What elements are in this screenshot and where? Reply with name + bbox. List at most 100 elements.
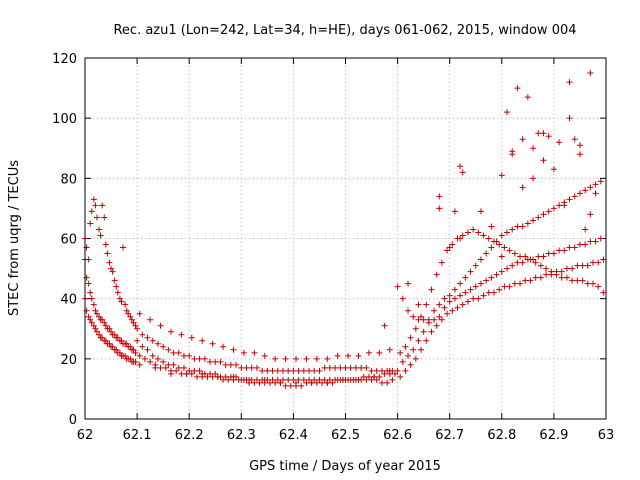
y-tick-label: 0 bbox=[69, 413, 77, 428]
data-points bbox=[82, 70, 607, 389]
data-point bbox=[144, 334, 151, 341]
data-point bbox=[334, 376, 341, 383]
data-point bbox=[527, 256, 534, 263]
data-point bbox=[386, 367, 393, 374]
data-point bbox=[488, 223, 495, 230]
data-point bbox=[321, 364, 328, 371]
data-point bbox=[391, 370, 398, 377]
data-point bbox=[136, 310, 143, 317]
data-point bbox=[444, 310, 451, 317]
data-point bbox=[175, 349, 182, 356]
data-point bbox=[337, 364, 344, 371]
data-point bbox=[394, 283, 401, 290]
data-point bbox=[592, 190, 599, 197]
data-point bbox=[566, 244, 573, 251]
data-point bbox=[394, 367, 401, 374]
data-point bbox=[92, 307, 99, 314]
data-point bbox=[470, 295, 477, 302]
data-point bbox=[436, 313, 443, 320]
data-point bbox=[530, 145, 537, 152]
data-point bbox=[405, 307, 412, 314]
data-point bbox=[569, 265, 576, 272]
data-point bbox=[488, 244, 495, 251]
data-point bbox=[582, 187, 589, 194]
data-point bbox=[196, 355, 203, 362]
data-point bbox=[303, 379, 310, 386]
data-point bbox=[106, 340, 113, 347]
data-point bbox=[93, 310, 100, 317]
data-point bbox=[238, 364, 245, 371]
data-point bbox=[415, 301, 422, 308]
data-point bbox=[147, 358, 154, 365]
data-point bbox=[464, 229, 471, 236]
data-point bbox=[324, 355, 331, 362]
data-point bbox=[493, 271, 500, 278]
data-point bbox=[295, 376, 302, 383]
data-point bbox=[595, 283, 602, 290]
data-point bbox=[574, 277, 581, 284]
data-point bbox=[407, 361, 414, 368]
data-point bbox=[130, 319, 137, 326]
data-point bbox=[446, 292, 453, 299]
data-point bbox=[290, 367, 297, 374]
data-point bbox=[101, 319, 108, 326]
data-point bbox=[313, 379, 320, 386]
data-point bbox=[212, 358, 219, 365]
data-point bbox=[496, 286, 503, 293]
data-point bbox=[436, 193, 443, 200]
data-point bbox=[600, 256, 607, 263]
data-point bbox=[83, 307, 90, 314]
data-point bbox=[415, 316, 422, 323]
data-point bbox=[274, 376, 281, 383]
data-point bbox=[498, 232, 505, 239]
data-point bbox=[485, 235, 492, 242]
data-point bbox=[345, 352, 352, 359]
data-point bbox=[183, 370, 190, 377]
data-point bbox=[134, 325, 141, 332]
data-point bbox=[373, 367, 380, 374]
x-tick-label: 62.8 bbox=[487, 428, 516, 443]
data-point bbox=[141, 355, 148, 362]
data-point bbox=[477, 280, 484, 287]
data-point bbox=[87, 220, 94, 227]
data-point bbox=[576, 142, 583, 149]
data-point bbox=[240, 349, 247, 356]
data-point bbox=[83, 274, 90, 281]
data-point bbox=[167, 370, 174, 377]
data-point bbox=[243, 364, 250, 371]
data-point bbox=[540, 130, 547, 137]
data-point bbox=[295, 367, 302, 374]
data-point bbox=[152, 364, 159, 371]
data-point bbox=[214, 373, 221, 380]
data-point bbox=[459, 232, 466, 239]
data-point bbox=[186, 367, 193, 374]
data-point bbox=[441, 295, 448, 302]
data-point bbox=[149, 337, 156, 344]
data-point bbox=[306, 376, 313, 383]
data-point bbox=[592, 238, 599, 245]
data-point bbox=[498, 268, 505, 275]
data-point bbox=[279, 376, 286, 383]
data-point bbox=[441, 304, 448, 311]
data-point bbox=[467, 268, 474, 275]
data-point bbox=[285, 367, 292, 374]
data-point bbox=[180, 352, 187, 359]
data-point bbox=[300, 376, 307, 383]
data-point bbox=[282, 382, 289, 389]
y-axis-label: STEC from uqrg / TECUs bbox=[7, 160, 22, 316]
data-point bbox=[545, 250, 552, 257]
data-point bbox=[204, 373, 211, 380]
data-point bbox=[423, 337, 430, 344]
data-point bbox=[402, 367, 409, 374]
data-point bbox=[293, 379, 300, 386]
data-point bbox=[501, 244, 508, 251]
data-point bbox=[457, 163, 464, 170]
data-point bbox=[90, 196, 97, 203]
data-point bbox=[111, 331, 118, 338]
data-point bbox=[579, 262, 586, 269]
data-point bbox=[563, 274, 570, 281]
y-tick-label: 80 bbox=[60, 172, 77, 187]
x-tick-labels: 62 62.1 62.2 62.3 62.4 62.5 62.6 62.7 62.8 62.9 63 bbox=[77, 428, 615, 443]
data-point bbox=[319, 379, 326, 386]
data-point bbox=[514, 259, 521, 266]
